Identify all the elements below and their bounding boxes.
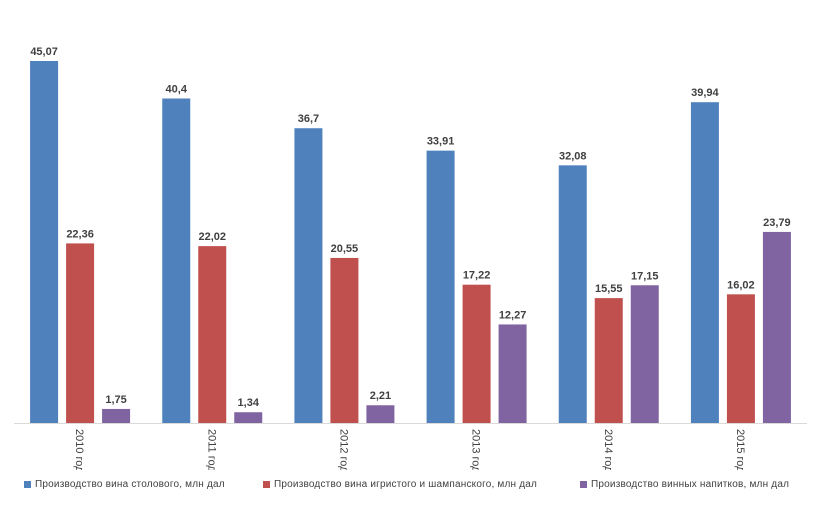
bar-s0-c0: [30, 61, 59, 423]
legend-swatch-table-wine: [24, 481, 31, 488]
data-label-s2-c1: 1,34: [238, 397, 260, 409]
data-label-s1-c0: 22,36: [66, 228, 94, 240]
category-label-3: 2013 год: [470, 429, 482, 470]
data-label-s0-c0: 45,07: [30, 46, 58, 58]
bar-s1-c3: [462, 284, 491, 423]
bar-s2-c5: [762, 231, 791, 423]
bar-s1-c5: [726, 294, 755, 423]
data-label-s2-c0: 1,75: [105, 394, 126, 406]
legend-label-table-wine: Производство вина столового, млн дал: [35, 479, 225, 490]
legend-label-sparkling-wine: Производство вина игристого и шампанског…: [274, 479, 538, 490]
data-label-s1-c2: 20,55: [331, 243, 359, 255]
bar-s2-c4: [630, 285, 659, 423]
category-label-1: 2011 год: [205, 429, 217, 470]
data-label-s1-c5: 16,02: [727, 279, 755, 291]
data-label-s2-c2: 2,21: [370, 390, 391, 402]
data-label-s2-c3: 12,27: [499, 309, 527, 321]
data-label-s1-c4: 15,55: [595, 283, 623, 295]
legend-label-wine-drinks: Производство винных напитков, млн дал: [591, 479, 790, 490]
bar-s0-c4: [558, 165, 587, 424]
bar-s0-c2: [294, 128, 323, 423]
bar-s1-c1: [198, 246, 227, 423]
bar-s2-c3: [498, 324, 527, 423]
bar-chart: 45,07 22,36 1,75 2010 год 40,4 22,02 1,34 2011 …: [14, 46, 807, 470]
data-label-s0-c2: 36,7: [298, 113, 319, 125]
legend-swatch-sparkling-wine: [263, 481, 270, 488]
category-label-0: 2010 год: [73, 429, 85, 470]
bar-s0-c5: [690, 102, 719, 423]
category-label-4: 2014 год: [602, 429, 614, 470]
bar-s1-c2: [330, 257, 359, 423]
bar-s1-c4: [594, 298, 623, 423]
data-label-s0-c4: 32,08: [559, 150, 587, 162]
data-label-s0-c3: 33,91: [427, 136, 455, 148]
bar-s2-c1: [234, 412, 263, 423]
data-label-s1-c1: 22,02: [198, 231, 226, 243]
legend-item-wine-drinks: Производство винных напитков, млн дал: [580, 479, 789, 490]
category-label-2: 2012 год: [337, 429, 349, 470]
legend-item-table-wine: Производство вина столового, млн дал: [24, 479, 225, 490]
bar-s0-c3: [426, 150, 455, 423]
bar-s1-c0: [66, 243, 95, 423]
legend-item-sparkling-wine: Производство вина игристого и шампанског…: [263, 479, 537, 490]
data-label-s0-c5: 39,94: [691, 87, 719, 99]
plot-area: 45,07 22,36 1,75 2010 год 40,4 22,02 1,34 2011 …: [14, 46, 807, 470]
data-label-s0-c1: 40,4: [166, 84, 188, 96]
data-label-s2-c5: 23,79: [763, 217, 791, 229]
category-label-5: 2015 год: [734, 429, 746, 470]
bar-s0-c1: [162, 98, 191, 423]
chart-legend: Производство вина столового, млн дал Про…: [0, 479, 821, 497]
data-label-s2-c4: 17,15: [631, 270, 659, 282]
data-label-s1-c3: 17,22: [463, 270, 491, 282]
legend-swatch-wine-drinks: [580, 481, 587, 488]
bar-s2-c2: [366, 405, 395, 423]
bar-s2-c0: [102, 408, 131, 423]
